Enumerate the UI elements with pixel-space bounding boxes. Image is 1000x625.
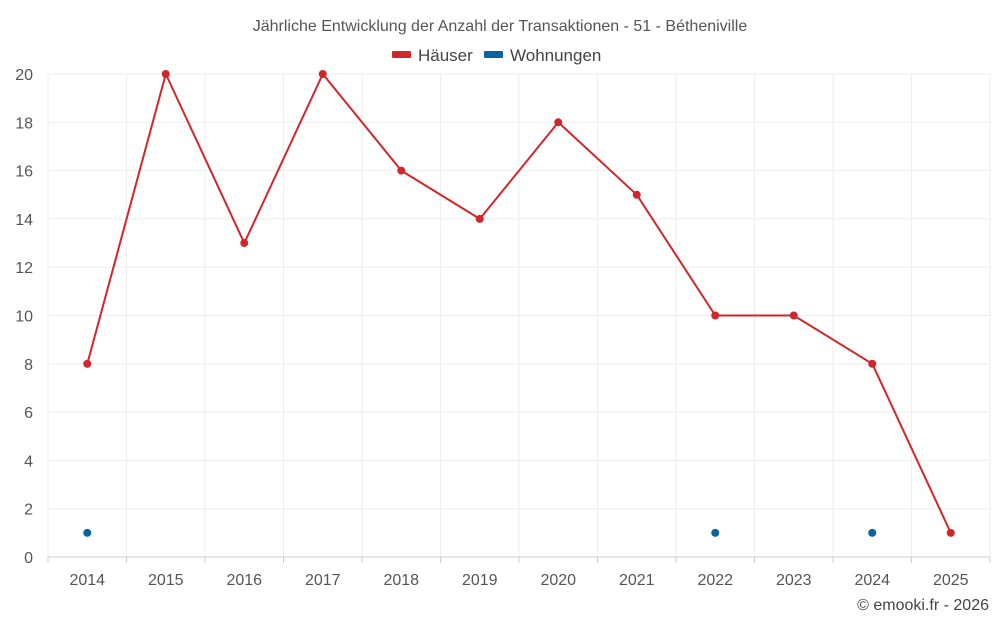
data-point-haeuser[interactable] xyxy=(240,239,249,248)
y-tick-label: 2 xyxy=(24,502,33,519)
x-tick-label: 2015 xyxy=(148,572,184,589)
data-point-haeuser[interactable] xyxy=(161,70,170,78)
legend-label-wohnungen[interactable]: Wohnungen xyxy=(510,46,601,65)
y-tick-label: 10 xyxy=(15,309,33,326)
data-point-haeuser[interactable] xyxy=(711,311,720,320)
x-tick-label: 2024 xyxy=(854,572,890,589)
data-point-haeuser[interactable] xyxy=(475,214,484,223)
y-tick-label: 0 xyxy=(24,550,33,567)
series xyxy=(83,70,955,537)
y-tick-label: 18 xyxy=(15,115,33,132)
x-tick-label: 2023 xyxy=(776,572,812,589)
y-tick-label: 8 xyxy=(24,357,33,374)
legend-swatch-haeuser xyxy=(392,51,411,58)
data-point-haeuser[interactable] xyxy=(397,166,406,175)
x-tick-label: 2025 xyxy=(933,572,969,589)
x-tick-label: 2022 xyxy=(697,572,733,589)
data-point-haeuser[interactable] xyxy=(789,311,798,320)
data-point-haeuser[interactable] xyxy=(554,118,563,127)
y-tick-label: 16 xyxy=(15,164,33,181)
data-point-haeuser[interactable] xyxy=(868,359,877,368)
data-point-haeuser[interactable] xyxy=(946,528,955,537)
data-point-wohnungen[interactable] xyxy=(83,528,92,537)
series-line-haeuser xyxy=(86,73,952,534)
axes: 0 2 4 6 8 10 12 14 16 18 20 2014 2015 2016 2017 2018 201… xyxy=(15,67,991,589)
grid xyxy=(47,73,991,557)
y-tick-label: 14 xyxy=(15,212,33,229)
x-tick-label: 2020 xyxy=(540,572,576,589)
data-point-haeuser[interactable] xyxy=(318,70,327,78)
data-point-haeuser[interactable] xyxy=(632,190,641,199)
x-tick-label: 2018 xyxy=(383,572,419,589)
data-point-haeuser[interactable] xyxy=(83,359,92,368)
data-point-wohnungen[interactable] xyxy=(868,528,877,537)
x-tick-label: 2019 xyxy=(462,572,498,589)
y-tick-label: 6 xyxy=(24,405,33,422)
credit-text: © emooki.fr - 2026 xyxy=(857,597,989,614)
legend: Häuser Wohnungen xyxy=(392,46,601,65)
x-tick-label: 2021 xyxy=(619,572,655,589)
y-tick-label: 20 xyxy=(15,67,33,84)
x-tick-label: 2016 xyxy=(226,572,262,589)
y-tick-label: 12 xyxy=(15,260,33,277)
x-tick-label: 2017 xyxy=(305,572,341,589)
y-tick-label: 4 xyxy=(24,453,33,470)
data-point-wohnungen[interactable] xyxy=(711,528,720,537)
legend-label-haeuser[interactable]: Häuser xyxy=(418,46,473,65)
x-tick-label: 2014 xyxy=(69,572,105,589)
legend-swatch-wohnungen xyxy=(484,51,503,58)
chart-title: Jährliche Entwicklung der Anzahl der Tra… xyxy=(253,18,748,35)
